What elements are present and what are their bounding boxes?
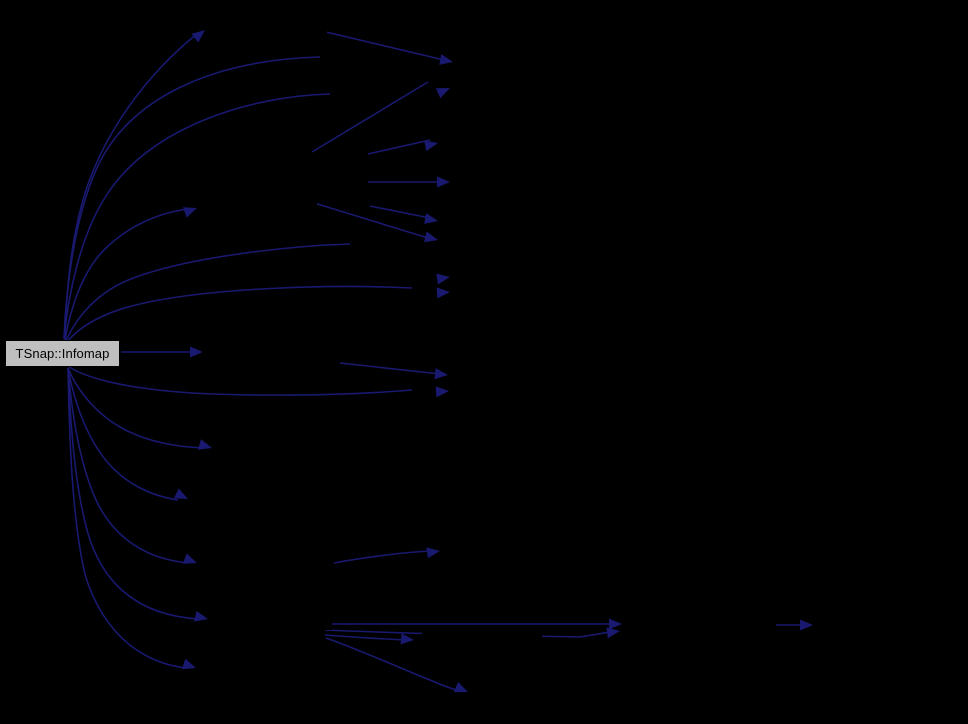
graph-edge bbox=[63, 56, 321, 339]
graph-edge-arrowhead bbox=[437, 176, 450, 188]
graph-edge-arrowhead bbox=[173, 488, 188, 499]
graph-edge-arrowhead bbox=[436, 287, 450, 299]
graph-edge-arrowhead bbox=[426, 547, 440, 559]
graph-node-target[interactable] bbox=[202, 340, 322, 364]
graph-node-target[interactable] bbox=[202, 551, 322, 575]
graph-node-target[interactable] bbox=[822, 613, 942, 637]
graph-edge bbox=[367, 139, 431, 155]
graph-edge bbox=[67, 367, 205, 449]
graph-node-target[interactable] bbox=[422, 628, 542, 652]
graph-node-target[interactable] bbox=[477, 681, 597, 705]
graph-edge-arrowhead bbox=[191, 30, 205, 43]
graph-edge-arrowhead bbox=[436, 273, 450, 285]
graph-edge bbox=[65, 243, 351, 342]
graph-edge-arrowhead bbox=[435, 88, 450, 99]
graph-edge bbox=[67, 367, 189, 564]
graph-edge bbox=[68, 366, 413, 396]
graph-node-target[interactable] bbox=[632, 613, 752, 637]
graph-edge-arrowhead bbox=[439, 54, 453, 65]
graph-edge-arrowhead bbox=[194, 610, 208, 622]
graph-node-target[interactable] bbox=[212, 436, 332, 460]
graph-edge bbox=[369, 205, 431, 219]
arrowhead-group bbox=[173, 30, 813, 693]
graph-edge-arrowhead bbox=[181, 658, 196, 670]
graph-node-target[interactable] bbox=[462, 50, 582, 74]
graph-edge bbox=[64, 32, 199, 339]
graph-node-target[interactable] bbox=[446, 100, 566, 124]
graph-edge bbox=[67, 367, 187, 669]
graph-edge-arrowhead bbox=[182, 207, 197, 218]
graph-edge-arrowhead bbox=[606, 627, 620, 639]
graph-edge bbox=[67, 367, 199, 620]
graph-node-target[interactable] bbox=[200, 656, 320, 680]
edge-path-group bbox=[63, 31, 805, 692]
graph-node-target[interactable] bbox=[452, 380, 572, 404]
graph-node-target[interactable] bbox=[446, 130, 566, 154]
graph-node-target[interactable] bbox=[462, 76, 582, 100]
graph-edge bbox=[63, 93, 331, 340]
graph-node-target[interactable] bbox=[452, 170, 572, 194]
graph-edge-arrowhead bbox=[400, 633, 414, 645]
graph-edge-arrowhead bbox=[424, 140, 438, 152]
graph-edge-arrowhead bbox=[800, 619, 813, 631]
graph-edge-arrowhead bbox=[182, 553, 197, 564]
graph-edge-arrowhead bbox=[434, 368, 448, 380]
graph-node-target[interactable] bbox=[192, 488, 312, 512]
graph-node-target[interactable] bbox=[446, 230, 566, 254]
graph-edge bbox=[324, 634, 407, 641]
graph-node-label: TSnap::Infomap bbox=[15, 346, 110, 361]
graph-edge bbox=[310, 201, 429, 239]
graph-edge-arrowhead bbox=[453, 682, 468, 693]
graph-node-tsnap-infomap[interactable]: TSnap::Infomap bbox=[5, 340, 120, 367]
graph-node-target[interactable] bbox=[449, 540, 569, 564]
graph-edge-arrowhead bbox=[190, 346, 203, 358]
graph-edge-arrowhead bbox=[424, 213, 438, 224]
graph-edge bbox=[64, 208, 189, 341]
graph-edge bbox=[311, 81, 429, 153]
graph-edge bbox=[67, 367, 179, 501]
graph-node-target[interactable] bbox=[197, 196, 317, 220]
graph-edge bbox=[339, 362, 441, 375]
graph-edge bbox=[325, 637, 461, 692]
graph-node-target[interactable] bbox=[212, 606, 332, 630]
graph-edge-arrowhead bbox=[609, 618, 622, 630]
graph-edge-arrowhead bbox=[197, 439, 212, 450]
graph-edge bbox=[325, 31, 445, 61]
graph-node-target[interactable] bbox=[458, 282, 578, 306]
graph-edge-arrowhead bbox=[435, 386, 449, 398]
graph-edge bbox=[66, 285, 413, 343]
graph-edge bbox=[333, 550, 433, 564]
graph-edge-arrowhead bbox=[424, 231, 438, 243]
graph-node-target[interactable] bbox=[207, 18, 327, 42]
